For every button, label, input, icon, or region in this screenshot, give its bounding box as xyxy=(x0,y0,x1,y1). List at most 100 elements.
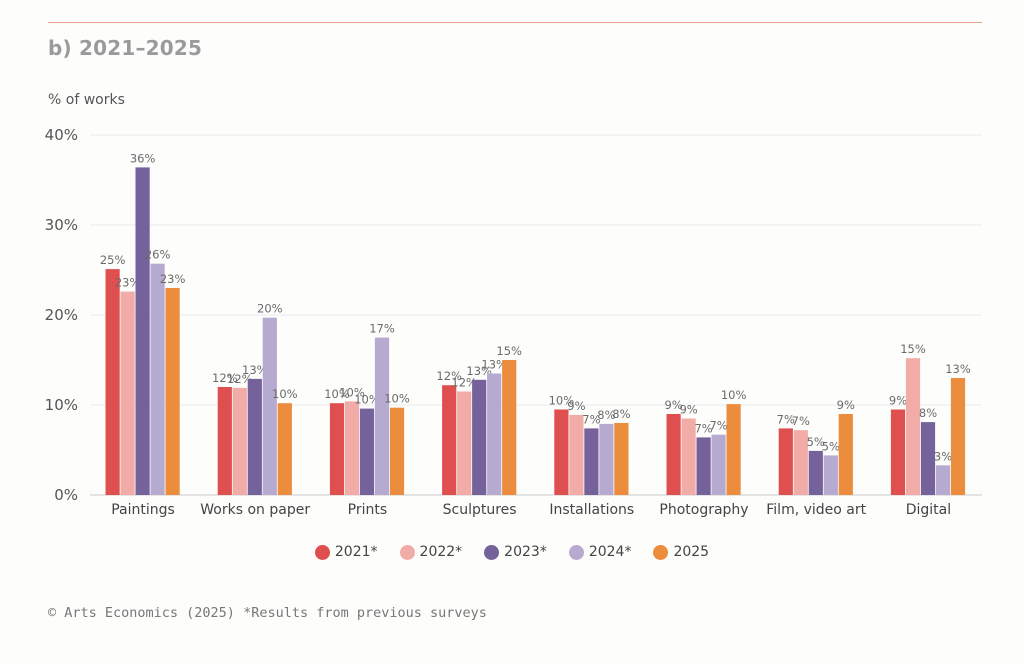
bar xyxy=(442,385,457,495)
bar xyxy=(569,414,584,495)
bar xyxy=(950,378,966,495)
data-label: 15% xyxy=(900,342,926,356)
data-label: 25% xyxy=(100,253,126,267)
bar xyxy=(329,403,345,495)
data-label: 7% xyxy=(777,412,795,426)
legend-item: 2025 xyxy=(653,544,709,560)
y-tick-label: 0% xyxy=(54,486,78,504)
bar xyxy=(277,403,292,495)
data-label: 3% xyxy=(934,449,952,463)
data-label: 26% xyxy=(145,248,171,262)
bar xyxy=(217,387,232,495)
data-label: 10% xyxy=(721,388,747,402)
bar xyxy=(554,409,569,495)
bar xyxy=(793,430,808,495)
y-tick-label: 30% xyxy=(45,216,78,234)
bar xyxy=(584,428,599,495)
bar xyxy=(905,358,921,495)
bar xyxy=(935,465,951,495)
category-label: Paintings xyxy=(111,502,175,518)
bar xyxy=(726,404,741,495)
bar xyxy=(374,337,390,495)
category-label: Installations xyxy=(549,502,634,518)
legend-item: 2024* xyxy=(568,544,632,560)
legend-item: 2022* xyxy=(399,544,463,560)
data-label: 8% xyxy=(612,407,630,421)
data-label: 7% xyxy=(582,412,600,426)
data-label: 23% xyxy=(115,276,141,290)
category-label: Works on paper xyxy=(200,502,310,518)
data-label: 9% xyxy=(837,398,855,412)
y-tick-label: 10% xyxy=(45,396,78,414)
legend-label: 2025 xyxy=(673,544,710,560)
data-label: 12% xyxy=(451,376,477,390)
category-label: Digital xyxy=(906,502,951,518)
bar xyxy=(681,418,696,495)
data-label: 10% xyxy=(324,387,350,401)
bar xyxy=(778,428,793,495)
bar xyxy=(359,408,375,495)
data-label: 13% xyxy=(242,363,268,377)
data-label: 13% xyxy=(481,358,507,372)
bar xyxy=(472,379,487,495)
bar xyxy=(711,434,726,495)
bar xyxy=(262,317,277,495)
data-label: 8% xyxy=(919,406,937,420)
data-label: 17% xyxy=(369,322,395,336)
data-label: 13% xyxy=(945,362,971,376)
bar xyxy=(666,414,681,495)
bar xyxy=(487,373,502,495)
bar xyxy=(135,167,150,495)
data-label: 12% xyxy=(227,372,253,386)
data-label: 12% xyxy=(212,371,238,385)
bar xyxy=(389,407,405,495)
legend-item: 2023* xyxy=(484,544,547,560)
data-label: 15% xyxy=(496,344,522,358)
data-label: 20% xyxy=(257,302,283,316)
source-note: © Arts Economics (2025) *Results from pr… xyxy=(48,605,487,621)
y-axis-label: % of works xyxy=(48,92,125,108)
legend-label: 2022* xyxy=(419,544,463,560)
legend-swatch xyxy=(314,544,330,560)
data-label: 9% xyxy=(679,403,697,417)
data-label: 12% xyxy=(436,369,462,383)
data-label: 9% xyxy=(567,399,585,413)
data-label: 13% xyxy=(466,364,492,378)
data-label: 7% xyxy=(709,419,727,433)
data-label: 5% xyxy=(807,435,825,449)
data-label: 9% xyxy=(889,394,907,408)
bar xyxy=(120,291,135,495)
bar xyxy=(105,269,120,495)
category-label: Photography xyxy=(659,502,748,518)
data-label: 7% xyxy=(694,421,712,435)
category-label: Film, video art xyxy=(766,502,866,518)
data-label: 9% xyxy=(664,398,682,412)
top-rule xyxy=(48,22,982,23)
category-label: Prints xyxy=(348,502,388,518)
bar xyxy=(232,387,247,495)
data-label: 10% xyxy=(384,392,410,406)
data-label: 10% xyxy=(339,385,365,399)
bar xyxy=(150,263,165,495)
data-label: 7% xyxy=(792,414,810,428)
bar xyxy=(838,414,853,495)
bar xyxy=(457,391,472,495)
bar xyxy=(599,423,614,495)
bar xyxy=(890,409,906,495)
legend-label: 2024* xyxy=(588,544,632,560)
bar xyxy=(614,423,629,495)
data-label: 8% xyxy=(597,408,615,422)
legend-item: 2021* xyxy=(314,544,378,560)
bar xyxy=(808,450,823,495)
y-tick-label: 40% xyxy=(45,126,78,144)
chart-title: b) 2021–2025 xyxy=(48,36,203,60)
data-label: 23% xyxy=(160,272,186,286)
legend-label: 2021* xyxy=(334,544,378,560)
legend-swatch xyxy=(653,544,669,560)
legend-swatch xyxy=(399,544,415,560)
bar xyxy=(920,422,936,495)
category-label: Sculptures xyxy=(443,502,517,518)
legend-swatch xyxy=(484,544,500,560)
legend: 2021* 2022* 2023* 2024* 2025 xyxy=(0,544,1024,560)
